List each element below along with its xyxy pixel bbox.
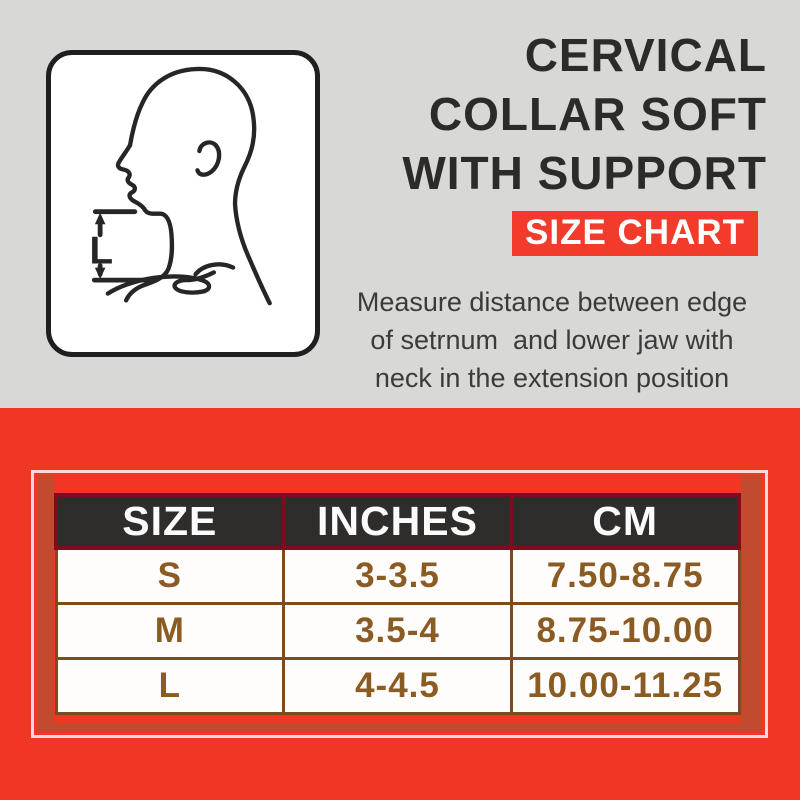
column-header-size: SIZE [54, 493, 286, 550]
red-table-section: SIZE INCHES CM S 3-3.5 7.50-8.75 M 3.5-4… [0, 408, 800, 800]
instruction-line-1: Measure distance between edge [356, 287, 748, 317]
cm-cell-s: 7.50-8.75 [509, 546, 741, 605]
inches-cell-m: 3.5-4 [282, 602, 513, 660]
table-row-l: L 4-4.5 10.00-11.25 [54, 657, 741, 715]
inches-cell-l: 4-4.5 [282, 657, 513, 715]
chest-loop-path [105, 270, 216, 296]
size-cell-s: S [54, 546, 286, 605]
shoulder-arc-path [193, 262, 236, 277]
table-header-row: SIZE INCHES CM [54, 493, 741, 550]
size-cell-l: L [54, 657, 286, 715]
instruction-line-2: of setrnum and lower jaw with [370, 325, 734, 355]
head-profile-illustration: L [90, 66, 272, 306]
column-header-inches: INCHES [282, 493, 514, 550]
measurement-arrowheads [94, 212, 106, 280]
table-frame-inner: SIZE INCHES CM S 3-3.5 7.50-8.75 M 3.5-4… [37, 476, 762, 732]
measurement-instructions: Measure distance between edge of setrnum… [328, 283, 776, 397]
inches-cell-s: 3-3.5 [282, 546, 513, 605]
product-title: CERVICAL COLLAR SOFT WITH SUPPORT [402, 26, 767, 203]
column-header-cm: CM [509, 493, 741, 550]
size-chart-badge: SIZE CHART [512, 211, 758, 256]
cm-cell-m: 8.75-10.00 [509, 602, 741, 660]
ear-path [195, 140, 222, 177]
table-row-s: S 3-3.5 7.50-8.75 [54, 546, 741, 605]
measurement-figure-box: L [46, 50, 320, 357]
product-title-line-1: CERVICAL [524, 29, 767, 81]
head-outline-path [127, 66, 272, 306]
product-title-line-2: COLLAR SOFT [428, 88, 767, 140]
size-cell-m: M [54, 602, 286, 660]
table-row-m: M 3.5-4 8.75-10.00 [54, 602, 741, 660]
product-title-line-3: WITH SUPPORT [402, 147, 767, 199]
size-table: SIZE INCHES CM S 3-3.5 7.50-8.75 M 3.5-4… [54, 493, 741, 715]
table-frame-outer: SIZE INCHES CM S 3-3.5 7.50-8.75 M 3.5-4… [31, 470, 768, 738]
gray-header-section: L CERVICAL COLLAR SOFT WITH SUPPORT SIZE… [46, 26, 776, 397]
instruction-line-3: neck in the extension position [374, 363, 730, 393]
measurement-label: L [90, 230, 114, 273]
cm-cell-l: 10.00-11.25 [509, 657, 741, 715]
face-profile-path [115, 143, 175, 303]
